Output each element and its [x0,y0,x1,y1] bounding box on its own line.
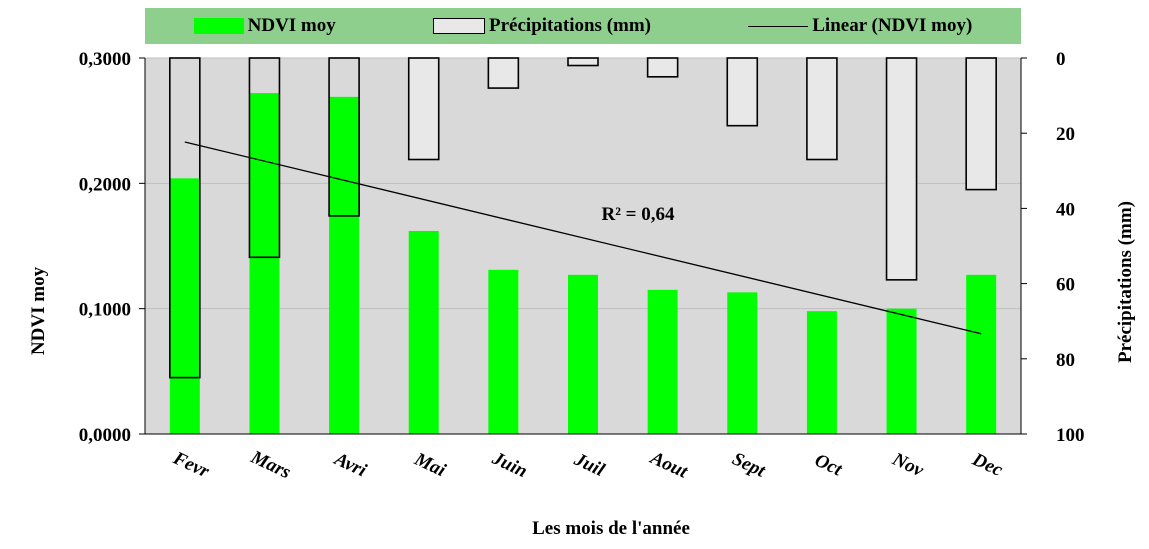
bar-precipitation-fevr [169,57,201,379]
legend-item-ndvi: NDVI moy [193,15,336,37]
legend-swatch-precipitation [433,18,486,34]
bar-precipitation-sept [726,57,759,127]
bar-ndvi-juil [568,274,598,434]
bar-ndvi-juin [488,269,519,434]
x-tick-label-juin: Juin [488,447,530,482]
legend-label-precipitation: Précipitations (mm) [489,15,651,36]
y-tick-label-right: 20 [1056,124,1075,145]
x-tick-label-oct: Oct [811,450,845,481]
y-tick-label-left: 0,0000 [79,425,131,446]
trendline [184,141,982,335]
bar-ndvi-nov [886,308,917,434]
bar-ndvi-mai [408,230,439,434]
legend-label-ndvi: NDVI moy [247,15,336,36]
x-tick-label-mai: Mai [410,448,449,481]
legend-label-trendline: Linear (NDVI moy) [812,15,973,36]
bar-precipitation-dec [965,57,997,191]
bar-ndvi-avri [329,96,360,434]
y-tick-label-right: 80 [1056,350,1075,371]
bar-precipitation-juil [567,57,599,67]
bar-ndvi-fevr [169,178,200,434]
bar-ndvi-mars [249,93,280,435]
bar-precipitation-mars [248,57,281,259]
y-tick-label-right: 40 [1056,199,1075,220]
legend-swatch-trendline [748,25,809,27]
y-tick-label-right: 60 [1056,275,1075,296]
bar-ndvi-sept [727,292,758,434]
bar-precipitation-juin [487,57,520,89]
x-tick-label-juil: Juil [570,449,608,482]
legend-item-trendline: Linear (NDVI moy) [748,15,972,37]
bar-precipitation-nov [885,57,918,281]
y-tick-label-right: 0 [1056,49,1066,70]
x-axis-title: Les mois de l'année [532,518,690,539]
y-tick-label-left: 0,3000 [79,49,131,70]
y-axis-title-right: Précipitations (mm) [1115,201,1136,363]
legend: NDVI moy Précipitations (mm) Linear (NDV… [145,8,1021,44]
bar-ndvi-dec [966,274,997,434]
y-axis-title-left: NDVI moy [28,266,49,355]
bar-precipitation-mai [407,57,440,161]
bar-ndvi-aout [647,289,678,434]
x-tick-label-nov: Nov [888,448,927,481]
bar-precipitation-aout [646,57,679,78]
x-tick-label-sept: Sept [729,448,769,482]
y-tick-label-left: 0,1000 [79,300,131,321]
x-tick-label-aout: Aout [646,447,691,483]
x-tick-label-dec: Dec [968,449,1006,482]
x-tick-label-mars: Mars [247,446,294,483]
x-tick-label-fevr: Fevr [169,447,213,482]
bar-precipitation-avri [328,57,360,217]
y-tick-label-left: 0,2000 [79,174,131,195]
bar-ndvi-oct [806,311,837,434]
r2-label: R² = 0,64 [602,204,675,225]
y-tick-label-right: 100 [1056,425,1085,446]
legend-item-precipitation: Précipitations (mm) [433,15,651,37]
bar-precipitation-oct [806,57,838,161]
legend-swatch-ndvi [193,18,244,34]
x-tick-label-avri: Avri [330,448,370,481]
